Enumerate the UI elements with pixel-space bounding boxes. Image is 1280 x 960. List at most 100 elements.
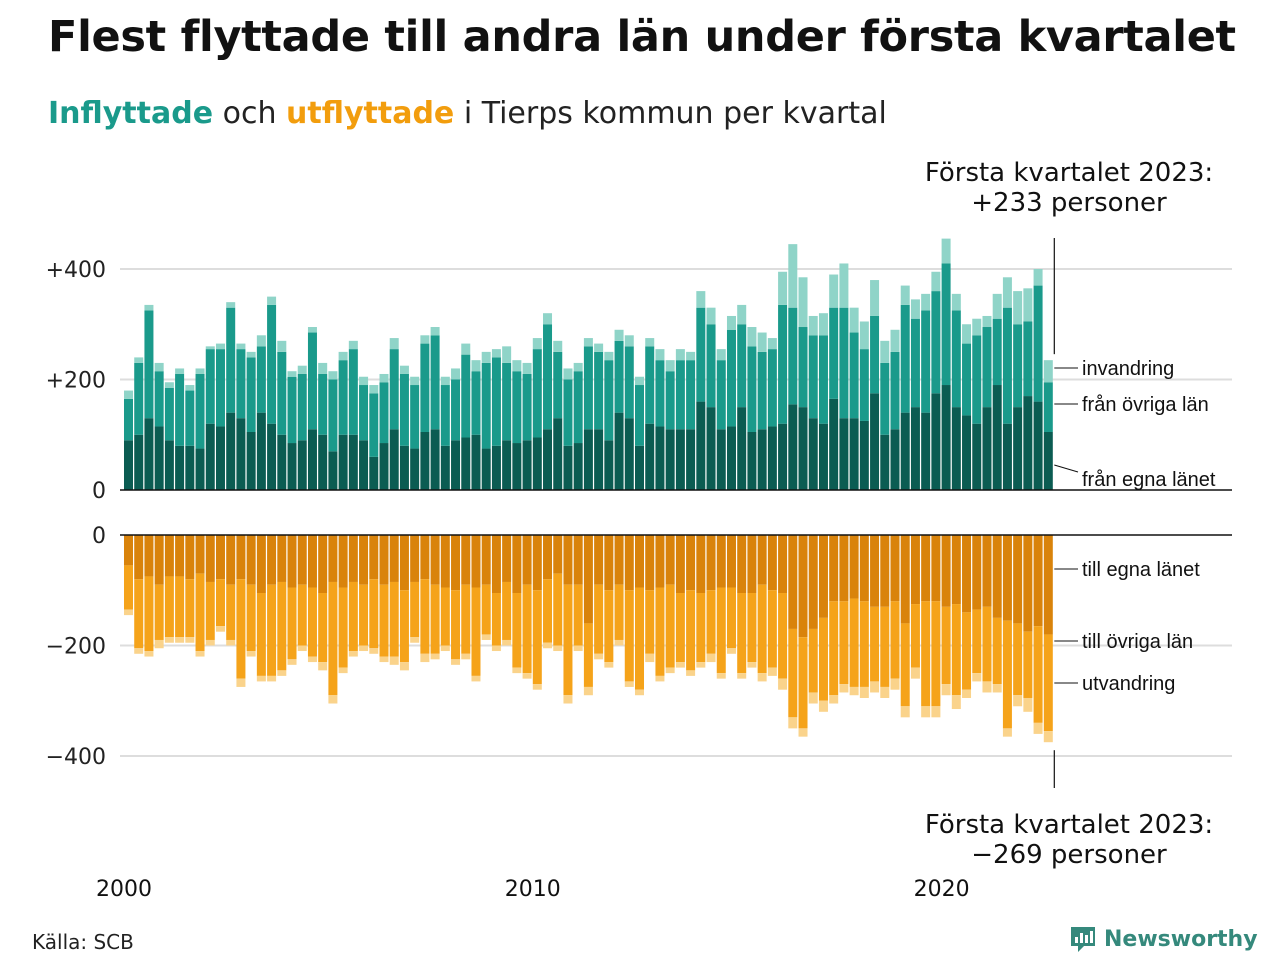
bar-in-immig xyxy=(747,327,757,347)
bar-in-other xyxy=(256,346,266,413)
bar-out-own xyxy=(236,535,246,580)
bar-in-immig xyxy=(1023,288,1033,322)
bar-in-own xyxy=(226,412,236,490)
bar-in-own xyxy=(359,440,369,490)
bar-in-own xyxy=(798,407,808,490)
bar-in-immig xyxy=(1002,277,1012,308)
y-tick-label-out: −200 xyxy=(46,635,106,660)
bar-in-immig xyxy=(522,362,532,374)
bar-in-other xyxy=(870,315,880,394)
bar-in-own xyxy=(440,445,450,490)
bar-in-other xyxy=(962,343,972,416)
bar-out-emig xyxy=(675,662,685,668)
bar-out-own xyxy=(399,535,409,591)
bar-out-own xyxy=(941,535,951,607)
bar-out-other xyxy=(890,601,900,679)
bar-in-immig xyxy=(778,271,788,305)
bar-out-own xyxy=(553,535,563,574)
bar-out-emig xyxy=(594,653,604,660)
bar-out-other xyxy=(185,579,195,638)
bar-in-own xyxy=(195,448,205,490)
bar-in-other xyxy=(767,349,777,427)
bar-out-emig xyxy=(1023,697,1033,712)
bar-in-other xyxy=(338,360,348,435)
bar-in-other xyxy=(502,362,512,441)
bar-in-own xyxy=(461,437,471,490)
bar-out-emig xyxy=(328,695,338,704)
bar-out-other xyxy=(982,606,992,682)
bar-out-own xyxy=(420,535,430,580)
bar-in-own xyxy=(144,418,154,490)
bar-out-other xyxy=(532,590,542,685)
bar-in-immig xyxy=(624,335,634,347)
bar-out-other xyxy=(737,593,747,674)
bar-out-own xyxy=(277,535,287,582)
bar-out-own xyxy=(532,535,542,591)
bar-in-own xyxy=(287,443,297,490)
bar-in-immig xyxy=(307,327,317,333)
bar-out-other xyxy=(379,584,389,657)
bar-out-emig xyxy=(880,686,890,698)
bar-out-own xyxy=(440,535,450,588)
bar-out-other xyxy=(655,587,665,676)
bar-out-other xyxy=(287,587,297,660)
bar-in-other xyxy=(430,335,440,430)
bar-in-immig xyxy=(900,285,910,305)
bar-in-other xyxy=(563,379,573,446)
x-tick-label: 2000 xyxy=(96,877,152,902)
bar-in-other xyxy=(716,360,726,430)
bar-in-other xyxy=(890,351,900,430)
bar-out-other xyxy=(859,601,869,687)
bar-in-own xyxy=(246,431,256,490)
bar-in-immig xyxy=(726,315,736,330)
bar-in-other xyxy=(205,349,215,424)
bar-out-other xyxy=(665,584,675,668)
bar-out-emig xyxy=(185,637,195,643)
bar-out-own xyxy=(543,535,553,580)
bar-in-own xyxy=(338,434,348,490)
chart-subtitle: Inflyttade och utflyttade i Tierps kommu… xyxy=(48,96,887,131)
bar-out-other xyxy=(747,593,757,663)
bar-out-other xyxy=(849,598,859,687)
bar-out-other xyxy=(144,576,154,652)
bar-in-own xyxy=(1023,396,1033,490)
bar-in-own xyxy=(829,398,839,490)
bar-out-emig xyxy=(624,681,634,687)
bar-in-other xyxy=(778,304,788,424)
bar-in-immig xyxy=(481,351,491,363)
bar-out-other xyxy=(931,601,941,707)
bar-out-other xyxy=(205,581,215,640)
bar-in-other xyxy=(696,307,706,402)
bar-in-own xyxy=(328,451,338,490)
bar-in-other xyxy=(624,346,634,419)
bar-in-own xyxy=(124,440,133,490)
bar-in-immig xyxy=(1033,269,1043,286)
bar-out-own xyxy=(461,535,471,585)
bar-out-emig xyxy=(982,681,992,693)
y-tick-label-in: 0 xyxy=(92,479,106,504)
bar-in-other xyxy=(491,357,501,446)
bar-out-own xyxy=(195,535,205,574)
bar-out-own xyxy=(215,535,225,580)
bar-in-own xyxy=(573,443,583,490)
bar-out-emig xyxy=(267,675,277,682)
bar-in-immig xyxy=(696,291,706,308)
bar-in-immig xyxy=(992,293,1002,319)
bar-out-emig xyxy=(655,675,665,682)
bar-out-emig xyxy=(910,667,920,679)
bar-in-immig xyxy=(328,371,338,380)
bar-in-immig xyxy=(921,293,931,311)
bar-in-own xyxy=(757,429,767,490)
bar-in-immig xyxy=(931,271,941,292)
bar-out-own xyxy=(267,535,277,585)
bar-out-other xyxy=(880,606,890,687)
bar-out-other xyxy=(246,584,256,652)
bar-in-other xyxy=(215,349,225,427)
bar-in-other xyxy=(164,387,174,441)
bar-out-emig xyxy=(205,639,215,646)
bar-in-own xyxy=(716,429,726,490)
bar-out-other xyxy=(726,587,736,649)
bar-out-emig xyxy=(859,686,869,698)
bar-in-own xyxy=(348,434,358,490)
bar-out-own xyxy=(900,535,910,624)
